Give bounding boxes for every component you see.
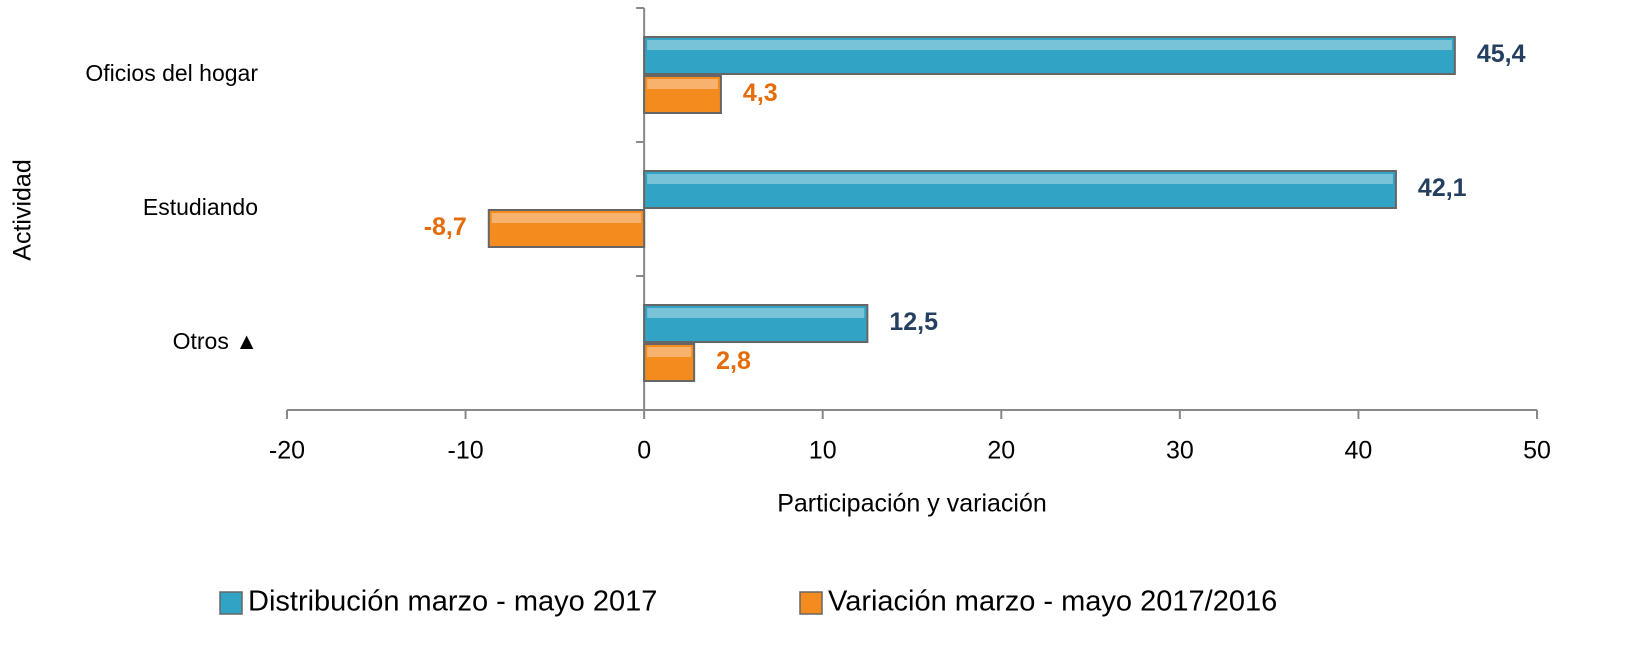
value-label: -8,7 [424, 213, 467, 241]
legend-swatch [799, 591, 823, 615]
bar [487, 209, 646, 248]
y-tick-label: Oficios del hogar [85, 60, 258, 86]
bar-highlight [647, 308, 865, 318]
value-label: 12,5 [889, 308, 938, 336]
x-tick-label: 0 [637, 437, 651, 465]
y-tick-label: Otros ▲ [173, 328, 258, 354]
value-label: 45,4 [1477, 40, 1526, 68]
legend-label: Distribución marzo - mayo 2017 [248, 586, 657, 618]
bar-highlight [647, 79, 718, 89]
value-label: 4,3 [743, 79, 778, 107]
bar-highlight [647, 40, 1452, 50]
x-tick-label: 50 [1523, 437, 1551, 465]
x-tick-label: -20 [269, 437, 305, 465]
x-tick-label: 10 [809, 437, 837, 465]
bar-highlight [647, 174, 1393, 184]
bar-highlight [491, 213, 642, 223]
legend-swatch [219, 591, 243, 615]
x-axis-label: Participación y variación [777, 490, 1047, 518]
value-label: 42,1 [1418, 174, 1467, 202]
legend-label: Variación marzo - mayo 2017/2016 [828, 586, 1277, 618]
bar [643, 75, 722, 114]
x-tick-label: 30 [1166, 437, 1194, 465]
x-tick-label: -10 [448, 437, 484, 465]
bar [643, 304, 869, 343]
value-label: 2,8 [716, 347, 751, 375]
y-tick-label: Estudiando [143, 194, 258, 220]
x-tick-label: 40 [1345, 437, 1373, 465]
y-axis-label: Actividad [9, 159, 37, 260]
bar-highlight [647, 347, 692, 357]
bar [643, 36, 1456, 75]
x-tick-label: 20 [987, 437, 1015, 465]
bar [643, 170, 1397, 209]
bar [643, 343, 696, 382]
